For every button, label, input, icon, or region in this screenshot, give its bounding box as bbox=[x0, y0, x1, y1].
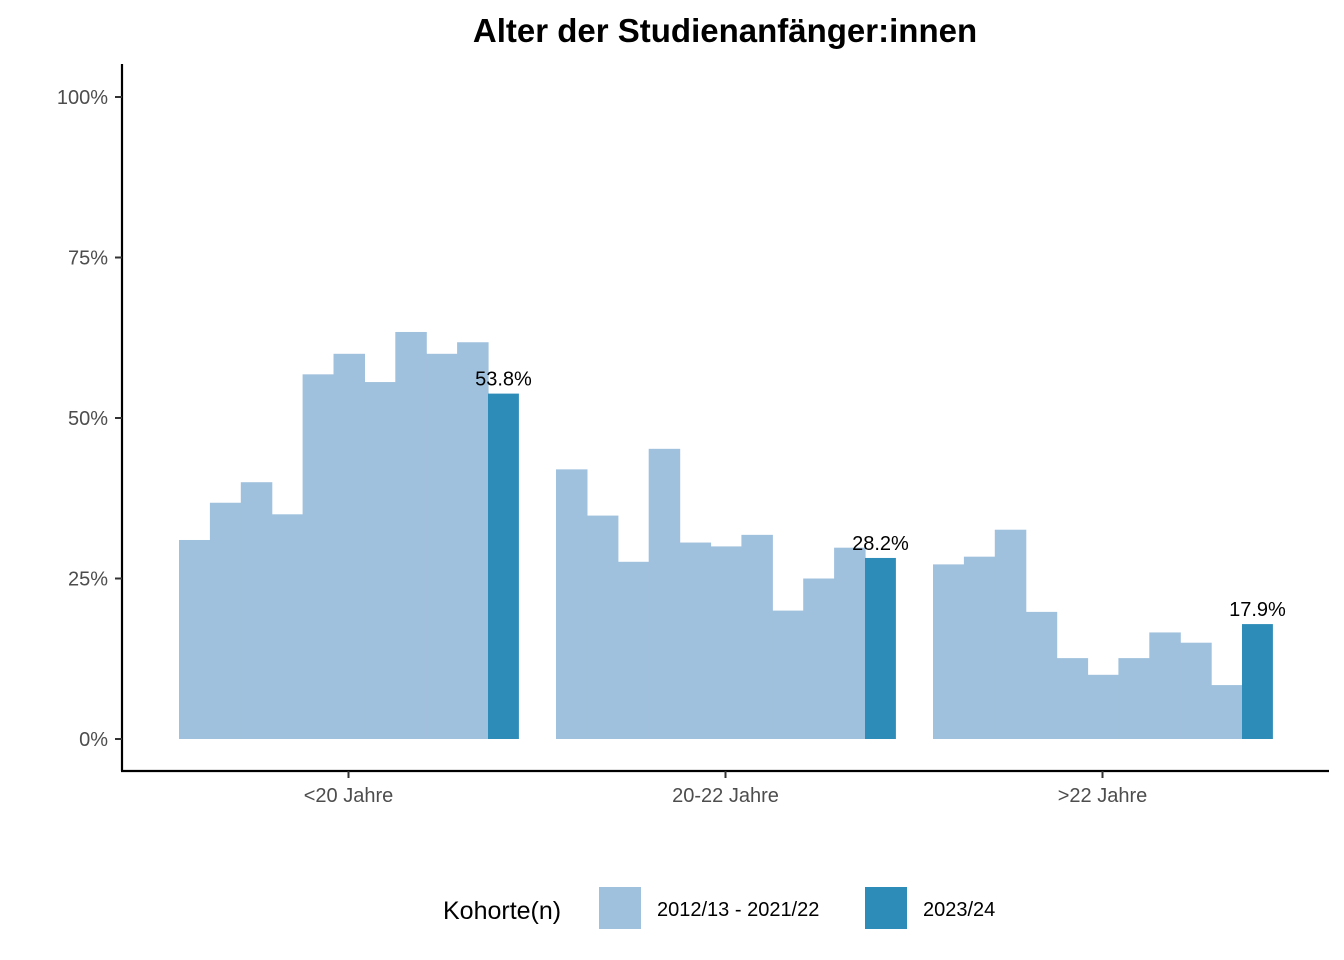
data-label-0: 53.8% bbox=[475, 369, 532, 391]
bar-history-1-8 bbox=[803, 578, 835, 739]
data-label-2: 17.9% bbox=[1229, 599, 1286, 621]
bar-history-1-1 bbox=[586, 515, 619, 739]
bar-history-0-2 bbox=[240, 482, 273, 739]
bar-history-1-0 bbox=[556, 469, 588, 739]
x-tick-label-1: 20-22 Jahre bbox=[672, 785, 779, 807]
bar-history-2-8 bbox=[1180, 642, 1212, 739]
bar-history-0-7 bbox=[395, 331, 427, 739]
legend-title: Kohorte(n) bbox=[443, 897, 561, 925]
chart-title: Alter der Studienanfänger:innen bbox=[473, 12, 977, 49]
legend: Kohorte(n) 2012/13 - 2021/22 2023/24 bbox=[443, 887, 995, 929]
bar-history-2-1 bbox=[963, 556, 996, 739]
bar-history-2-0 bbox=[933, 564, 965, 739]
data-label-1: 28.2% bbox=[852, 533, 909, 555]
y-tick-label-4: 100% bbox=[57, 87, 108, 109]
bar-history-1-4 bbox=[679, 542, 712, 739]
bar-history-1-6 bbox=[741, 534, 773, 739]
bar-history-1-7 bbox=[772, 610, 804, 739]
bar-history-0-3 bbox=[271, 514, 304, 739]
bar-history-2-3 bbox=[1025, 611, 1058, 739]
bar-current-2 bbox=[1242, 624, 1273, 739]
bar-history-2-2 bbox=[994, 529, 1027, 739]
legend-swatch-history bbox=[599, 887, 641, 929]
x-tick-label-2: >22 Jahre bbox=[1058, 785, 1148, 807]
bar-history-0-8 bbox=[426, 353, 458, 739]
legend-label-history: 2012/13 - 2021/22 bbox=[657, 899, 819, 921]
bar-history-1-2 bbox=[617, 561, 650, 739]
bar-history-1-5 bbox=[710, 546, 742, 739]
bar-history-0-4 bbox=[302, 374, 335, 739]
y-tick-label-0: 0% bbox=[79, 729, 108, 751]
bar-history-2-6 bbox=[1118, 658, 1150, 739]
plot-area: 53.8% 28.2% 17.9% 0% 25% 50% 75% 100% <20 Jahr… bbox=[57, 64, 1329, 807]
y-tick-label-3: 75% bbox=[68, 248, 108, 270]
bar-history-0-1 bbox=[209, 502, 242, 739]
bar-history-0-6 bbox=[364, 382, 396, 739]
y-axis: 0% 25% 50% 75% 100% bbox=[57, 87, 122, 751]
x-axis: <20 Jahre 20-22 Jahre >22 Jahre bbox=[304, 771, 1148, 807]
bar-history-2-5 bbox=[1087, 674, 1119, 739]
y-tick-label-1: 25% bbox=[68, 569, 108, 591]
bar-current-0 bbox=[488, 393, 519, 739]
bars bbox=[179, 331, 1273, 739]
data-labels: 53.8% 28.2% 17.9% bbox=[475, 369, 1286, 621]
bar-history-2-7 bbox=[1149, 632, 1181, 739]
bar-current-1 bbox=[865, 557, 896, 739]
bar-history-0-5 bbox=[333, 353, 365, 739]
legend-swatch-current bbox=[865, 887, 907, 929]
y-tick-label-2: 50% bbox=[68, 408, 108, 430]
bar-history-2-9 bbox=[1211, 685, 1243, 739]
bar-history-0-0 bbox=[179, 539, 211, 739]
legend-label-current: 2023/24 bbox=[923, 899, 995, 921]
bar-history-1-9 bbox=[834, 547, 866, 739]
bar-history-1-3 bbox=[648, 448, 681, 739]
bar-history-2-4 bbox=[1056, 658, 1089, 739]
bar-history-0-9 bbox=[457, 342, 489, 739]
x-tick-label-0: <20 Jahre bbox=[304, 785, 394, 807]
